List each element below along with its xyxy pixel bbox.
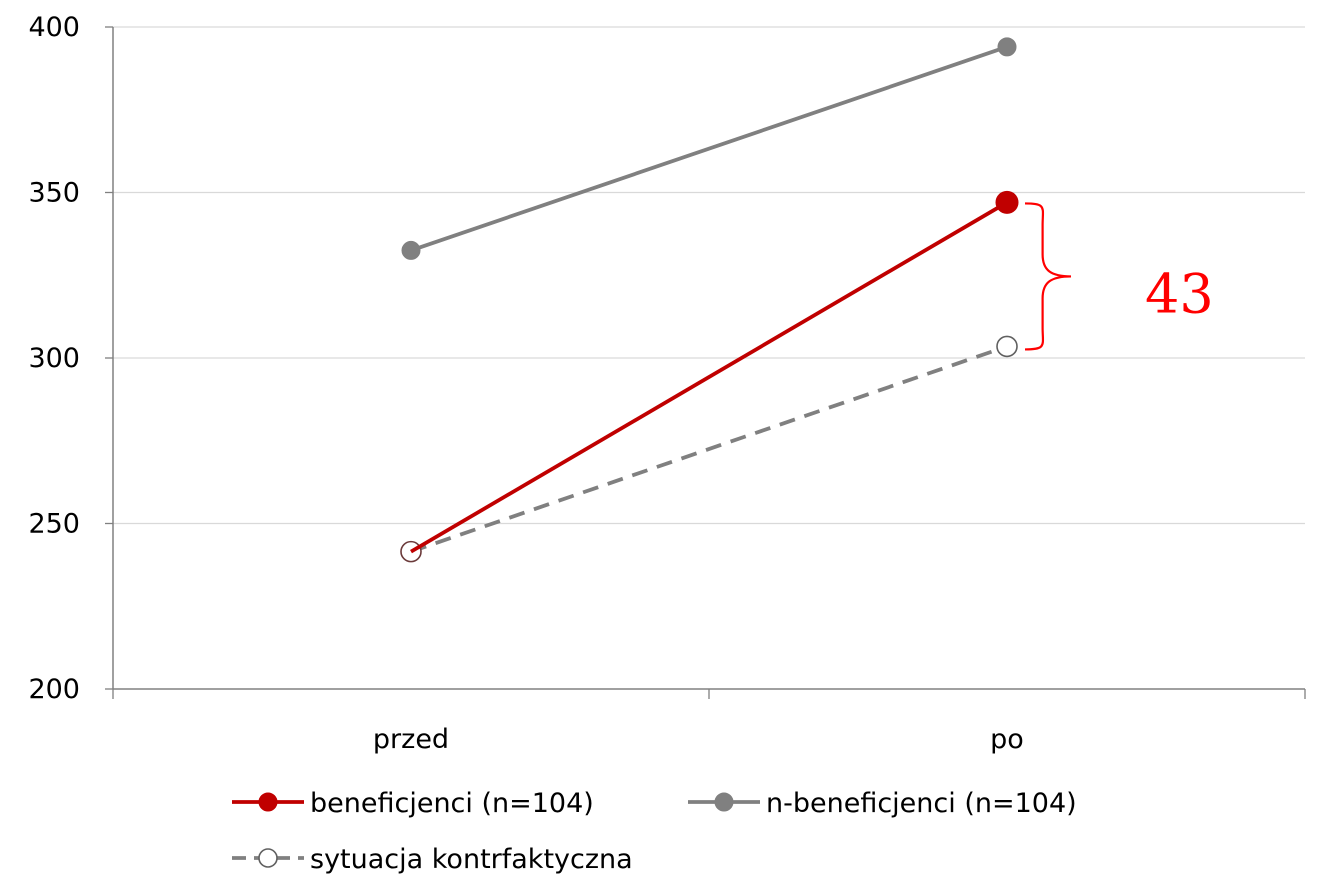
x-tick-label: po (990, 724, 1024, 755)
data-point (997, 37, 1017, 57)
y-axis-ticks: 200 250 300 350 400 (28, 12, 113, 705)
legend-item: beneficjenci (n=104) (232, 788, 594, 819)
y-tick-label: 300 (28, 343, 80, 374)
x-axis-ticks: przed po (112, 689, 1306, 755)
legend: beneficjenci (n=104) n-beneficjenci (n=10… (232, 788, 1077, 875)
annotations: 43 (1024, 202, 1214, 351)
y-tick-label: 350 (28, 178, 80, 209)
legend-item: n-beneficjenci (n=104) (688, 788, 1077, 819)
y-tick-label: 400 (28, 12, 80, 43)
series-lines (400, 37, 1019, 563)
data-point (995, 190, 1019, 214)
data-point (401, 240, 421, 260)
legend-label: sytuacja kontrfaktyczna (310, 844, 633, 875)
legend-label: n-beneficjenci (n=104) (766, 788, 1077, 819)
x-tick-label: przed (373, 724, 449, 755)
legend-item: sytuacja kontrfaktyczna (232, 844, 633, 875)
legend-label: beneficjenci (n=104) (310, 788, 594, 819)
y-tick-label: 200 (28, 674, 80, 705)
legend-marker (258, 792, 278, 812)
series-line (410, 200, 1008, 554)
legend-marker (258, 848, 278, 868)
series-line (410, 344, 1008, 554)
y-tick-label: 250 (28, 509, 80, 540)
difference-brace (1024, 202, 1072, 351)
gridlines (113, 26, 1305, 525)
data-point (996, 335, 1018, 358)
legend-marker (714, 792, 734, 812)
series-line (410, 45, 1008, 253)
difference-label: 43 (1145, 262, 1214, 325)
